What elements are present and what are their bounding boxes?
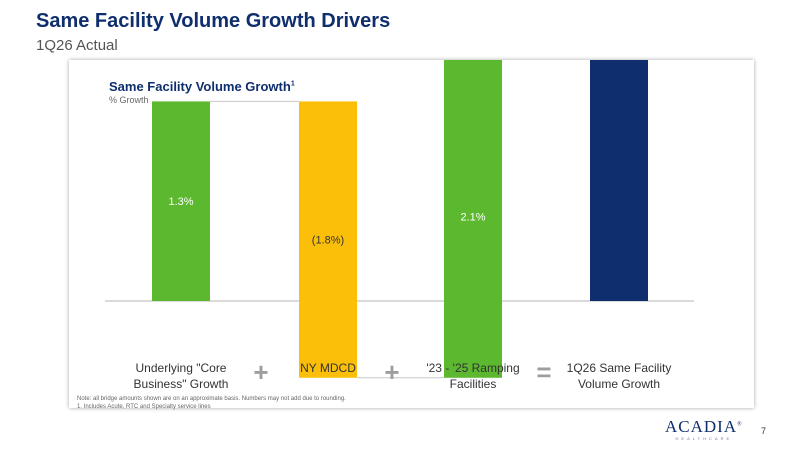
category-label-total-growth: 1Q26 Same Facility Volume Growth: [566, 361, 672, 391]
page-number: 7: [761, 426, 767, 436]
plus-operator-1: +: [253, 357, 269, 387]
chart-ylabel: % Growth: [109, 95, 149, 105]
bar-total-growth: [590, 60, 648, 302]
acadia-logo: ACADIA® HEALTHCARE: [665, 417, 743, 441]
waterfall-chart: 1.3%(1.8%)2.1%1.6%: [105, 60, 694, 379]
page-title: Same Facility Volume Growth Drivers: [36, 10, 391, 32]
footnote-marker: 1: [290, 80, 295, 88]
category-label-ramping-facilities: '23 - '25 Ramping Facilities: [426, 361, 520, 391]
data-label-core-business: 1.3%: [168, 196, 193, 208]
footnote-1: 1. Includes Acute, RTC and Specialty ser…: [77, 404, 211, 410]
equals-operator: =: [536, 357, 552, 387]
bar-ramping-facilities: [444, 60, 502, 378]
plus-operator-2: +: [384, 357, 400, 387]
bar-core-business: [152, 101, 210, 301]
footnote-note: Note: all bridge amounts shown are on an…: [77, 396, 346, 402]
logo-subtext: HEALTHCARE: [675, 436, 733, 441]
chart-title: Same Facility Volume Growth1: [109, 79, 295, 94]
page-subtitle: 1Q26 Actual: [36, 37, 118, 54]
logo-wordmark: ACADIA®: [665, 417, 743, 436]
data-label-ny-mdcd: (1.8%): [312, 235, 344, 247]
category-label-ny-mdcd: NY MDCD: [300, 361, 356, 375]
category-label-core-business: Underlying "Core Business" Growth: [133, 361, 229, 391]
bar-ny-mdcd: [299, 101, 357, 378]
data-label-ramping-facilities: 2.1%: [460, 212, 485, 224]
footnotes: Note: all bridge amounts shown are on an…: [77, 395, 346, 411]
chart-card: Same Facility Volume Growth1 % Growth 1.…: [69, 60, 754, 411]
